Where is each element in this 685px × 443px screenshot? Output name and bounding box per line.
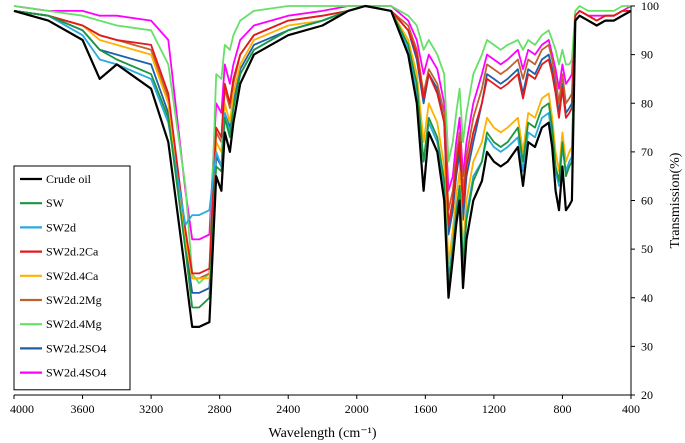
legend-item: SW2d.4SO4 — [20, 366, 106, 380]
legend-item: SW2d — [20, 220, 76, 234]
series-layer — [13, 4, 632, 328]
x-tick-label: 4000 — [10, 402, 34, 416]
y-tick-label: 30 — [641, 339, 653, 353]
y-tick-label: 20 — [641, 388, 653, 402]
x-axis-title: Wavelength (cm⁻¹) — [268, 426, 376, 441]
legend-label: SW2d.2Ca — [46, 245, 99, 259]
x-tick-label: 1600 — [413, 402, 437, 416]
legend-label: Crude oil — [46, 172, 92, 186]
legend-label: SW2d — [46, 220, 76, 234]
legend-item: SW2d.2Ca — [20, 245, 99, 259]
y-tick-labels: 20 30 40 50 60 70 80 90 100 — [631, 0, 659, 402]
x-tick-label: 2800 — [208, 402, 232, 416]
y-tick-label: 60 — [641, 194, 653, 208]
legend-label: SW2d.2SO4 — [46, 341, 106, 355]
legend-label: SW2d.2Mg — [46, 293, 102, 307]
y-tick-label: 70 — [641, 145, 653, 159]
legend-items: Crude oil SW SW2d SW2d.2Ca SW2d.4Ca SW2d.2Mg S… — [20, 172, 106, 380]
x-tick-label: 3200 — [139, 402, 163, 416]
legend-label: SW2d.4SO4 — [46, 366, 106, 380]
y-tick-label: 100 — [641, 0, 659, 13]
legend-label: SW — [46, 196, 65, 210]
x-tick-label: 1200 — [482, 402, 506, 416]
legend-item: Crude oil — [20, 172, 92, 186]
x-tick-labels: 4000 3600 3200 2800 2400 2000 1600 1200 800 400 — [10, 395, 640, 416]
legend-item: SW — [20, 196, 65, 210]
legend: Crude oil SW SW2d SW2d.2Ca SW2d.4Ca SW2d.2Mg S… — [13, 165, 131, 391]
x-tick-label: 800 — [553, 402, 571, 416]
legend-label: SW2d.4Mg — [46, 317, 102, 331]
legend-item: SW2d.4Mg — [20, 317, 102, 331]
series-line-sw2d-2ca — [13, 5, 631, 275]
legend-label: SW2d.4Ca — [46, 269, 99, 283]
legend-item: SW2d.2Mg — [20, 293, 102, 307]
legend-item: SW2d.2SO4 — [20, 341, 106, 355]
y-tick-label: 40 — [641, 291, 653, 305]
x-tick-label: 2000 — [345, 402, 369, 416]
y-axis-title: Transmission(%) — [668, 152, 683, 248]
x-tick-label: 400 — [622, 402, 640, 416]
x-tick-label: 3600 — [71, 402, 95, 416]
y-tick-label: 90 — [641, 48, 653, 62]
series-line-sw2d-4so4 — [13, 5, 632, 241]
legend-item: SW2d.4Ca — [20, 269, 99, 283]
x-tick-label: 2400 — [276, 402, 300, 416]
y-tick-label: 50 — [641, 242, 653, 256]
series-line-crude-oil — [13, 4, 632, 328]
y-tick-label: 80 — [641, 96, 653, 110]
